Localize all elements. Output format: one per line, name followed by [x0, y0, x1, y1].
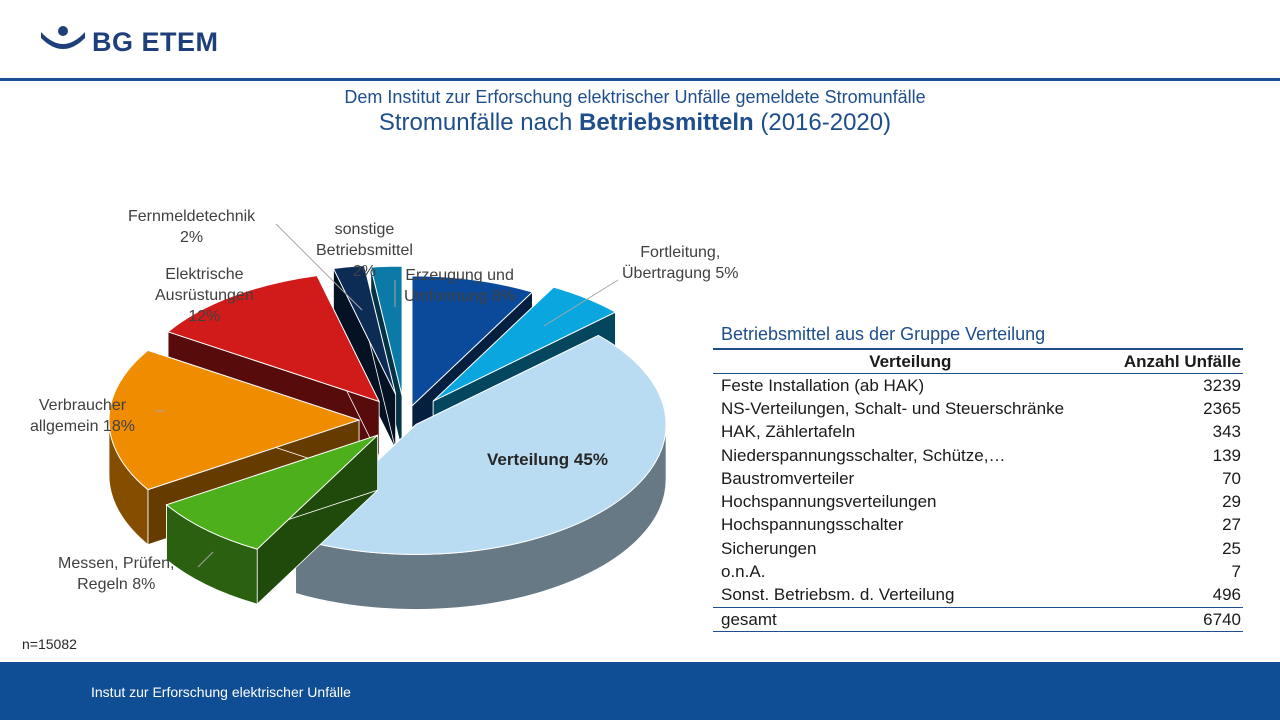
chart-supertitle: Dem Institut zur Erforschung elektrische… [344, 87, 926, 107]
pie-slice-6 [332, 264, 397, 450]
table-row: HAK, Zählertafeln 343 [713, 421, 1243, 444]
footer-bar: Instut zur Erforschung elektrischer Unfä… [0, 662, 1280, 720]
pie-slice-top [332, 264, 397, 395]
table-row: Feste Installation (ab HAK) 3239 [713, 374, 1243, 398]
table-cell-name: NS-Verteilungen, Schalt- und Steuerschrä… [721, 398, 1065, 418]
table-header-anzahl: Anzahl Unfälle [1107, 349, 1243, 374]
table-row: Hochspannungsverteilungen 29 [713, 490, 1243, 513]
pie-label-elektrische-l2: Ausrüstungen [155, 287, 254, 304]
table-total-row: gesamt 6740 [713, 606, 1243, 633]
table-row: NS-Verteilungen, Schalt- und Steuerschrä… [713, 397, 1243, 420]
pie-label-fortleitung-l2: Übertragung 5% [622, 265, 739, 282]
pie-chart [108, 223, 667, 610]
table-row: Baustromverteiler 70 [713, 467, 1243, 490]
table-total-value: 6740 [1107, 606, 1243, 633]
pie-slice-top [432, 286, 617, 402]
table-header-row: Verteilung Anzahl Unfälle [713, 349, 1243, 374]
table-cell-count: 496 [1212, 585, 1241, 605]
pie-slice-top [370, 265, 403, 397]
leader-line-fortleitung [543, 279, 619, 327]
table-header-verteilung: Verteilung [713, 349, 1108, 374]
table-cell-count: 7 [1231, 562, 1241, 582]
table-cell-count: 25 [1222, 538, 1241, 558]
pie-label-elektrische: Elektrische Ausrüstungen 12% [155, 264, 254, 327]
pie-label-erzeugung-l2: Umformung 8% [404, 288, 516, 305]
pie-label-verbraucher-l1: Verbraucher [38, 397, 127, 414]
leader-line-messen [197, 551, 214, 568]
logo-text: BG ETEM [92, 27, 219, 57]
pie-label-verteilung: Verteilung 45% [487, 450, 608, 469]
pie-label-fernmelde-l2: 2% [180, 229, 204, 246]
leader-line-fernmelde [275, 223, 363, 311]
table-cell-count: 27 [1222, 515, 1241, 535]
table-row: o.n.A. 7 [713, 560, 1243, 583]
pie-slice-3 [165, 434, 379, 606]
table-cell-count: 343 [1212, 422, 1241, 442]
pie-slice-top [167, 275, 381, 403]
pie-label-fortleitung-l1: Fortleitung, [640, 244, 721, 261]
chart-title-pre: Stromunfälle nach [378, 109, 579, 136]
table-row: Niederspannungsschalter, Schütze,… 139 [713, 444, 1243, 467]
pie-label-elektrische-l1: Elektrische [165, 266, 244, 283]
table-row: Sicherungen 25 [713, 537, 1243, 560]
pie-slice-top [108, 349, 361, 491]
table-cell-name: o.n.A. [721, 562, 766, 582]
chart-title-post: (2016-2020) [753, 109, 892, 136]
table-total-label: gesamt [713, 606, 1108, 633]
pie-label-erzeugung-l1: Erzeugung und [405, 267, 514, 284]
footer-text: Instut zur Erforschung elektrischer Unfä… [91, 684, 351, 700]
pie-label-messen: Messen, Prüfen, Regeln 8% [58, 553, 175, 595]
table-row: Sonst. Betriebsm. d. Verteilung 496 [713, 584, 1243, 608]
pie-label-messen-l2: Regeln 8% [77, 576, 156, 593]
pie-label-fortleitung: Fortleitung, Übertragung 5% [622, 242, 739, 284]
pie-label-elektrische-l3: 12% [188, 308, 221, 325]
table-cell-name: Hochspannungsverteilungen [721, 492, 937, 512]
sample-size: n=15082 [22, 636, 77, 652]
pie-label-messen-l1: Messen, Prüfen, [58, 555, 175, 572]
pie-label-sonstige-l2: Betriebsmittel [316, 242, 413, 259]
header: BG ETEM [0, 0, 1280, 78]
pie-label-sonstige: sonstige Betriebsmittel 2% [316, 219, 413, 282]
pie-slice-top [165, 434, 378, 550]
header-divider [0, 78, 1280, 81]
bg-etem-logo-icon [41, 26, 85, 49]
table-cell-count: 70 [1222, 468, 1241, 488]
table-cell-name: Hochspannungsschalter [721, 515, 904, 535]
pie-label-verbraucher-l2: allgemein 18% [30, 418, 135, 435]
table-cell-count: 3239 [1203, 375, 1241, 395]
chart-title-bold: Betriebsmitteln [578, 109, 754, 136]
pie-label-sonstige-l3: 2% [352, 263, 377, 280]
table-cell-name: Niederspannungsschalter, Schütze,… [721, 445, 1006, 465]
table-title: Betriebsmittel aus der Gruppe Verteilung [721, 324, 1046, 344]
pie-label-fernmelde: Fernmeldetechnik 2% [128, 206, 255, 248]
verteilung-table-panel: Betriebsmittel aus der Gruppe Verteilung… [713, 320, 1243, 633]
table-cell-name: HAK, Zählertafeln [721, 422, 856, 442]
pie-label-erzeugung: Erzeugung und Umformung 8% [404, 265, 515, 307]
verteilung-table: Verteilung Anzahl Unfälle Feste Installa… [713, 348, 1243, 633]
chart-title: Stromunfälle nach Betriebsmitteln (2016-… [0, 109, 1270, 137]
table-cell-name: Feste Installation (ab HAK) [721, 375, 925, 395]
table-cell-count: 29 [1222, 492, 1241, 512]
pie-label-fernmelde-l1: Fernmeldetechnik [128, 208, 256, 225]
table-cell-name: Baustromverteiler [721, 468, 855, 488]
table-cell-count: 2365 [1203, 398, 1241, 418]
table-cell-name: Sonst. Betriebsm. d. Verteilung [721, 585, 955, 605]
table-cell-name: Sicherungen [721, 538, 817, 558]
table-row: Hochspannungsschalter 27 [713, 514, 1243, 537]
table-cell-count: 139 [1212, 445, 1241, 465]
pie-label-sonstige-l1: sonstige [334, 221, 395, 238]
pie-label-verbraucher: Verbraucher allgemein 18% [30, 395, 135, 437]
pie-slice-top [411, 275, 534, 408]
pie-slice-top [294, 334, 667, 555]
